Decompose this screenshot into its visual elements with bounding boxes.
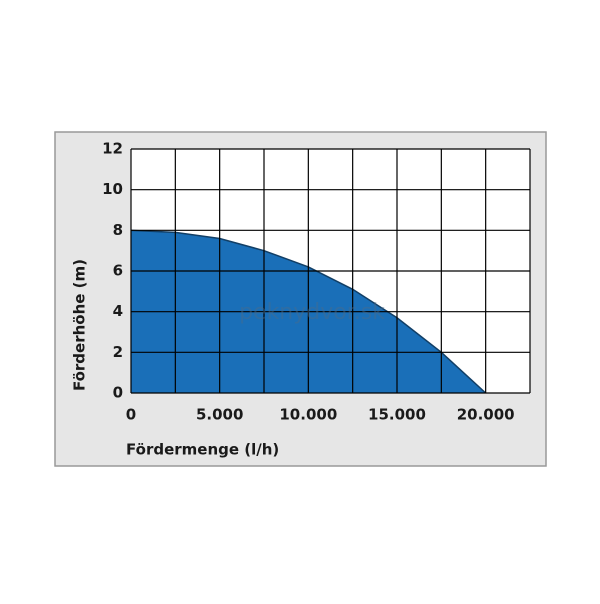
x-tick-label: 5.000 — [196, 406, 243, 424]
x-tick-label: 15.000 — [368, 406, 426, 424]
y-tick-label: 10 — [102, 180, 123, 198]
x-tick-label: 10.000 — [279, 406, 337, 424]
y-tick-label: 12 — [102, 140, 123, 158]
y-axis-label: Förderhöhe (m) — [71, 259, 89, 391]
x-tick-label: 0 — [126, 406, 136, 424]
x-axis-label: Fördermenge (l/h) — [126, 441, 279, 459]
x-tick-label: 20.000 — [457, 406, 515, 424]
y-tick-label: 0 — [113, 384, 123, 402]
y-tick-label: 2 — [113, 343, 123, 361]
y-tick-label: 6 — [113, 262, 123, 280]
watermark: peknydvor.sk — [239, 300, 385, 325]
y-tick-label: 8 — [113, 221, 123, 239]
y-tick-label: 4 — [113, 302, 123, 320]
